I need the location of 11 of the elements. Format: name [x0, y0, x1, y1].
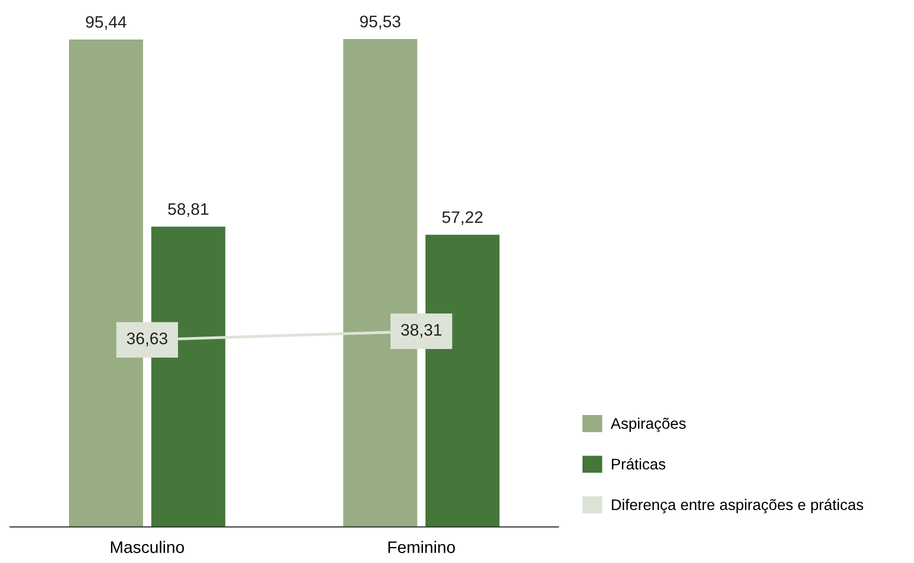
legend-label: Práticas — [612, 458, 666, 470]
data-label: 95,44 — [86, 16, 126, 30]
data-label: 95,53 — [360, 16, 400, 30]
data-label: 38,31 — [401, 324, 442, 338]
x-tick-label: Masculino — [111, 540, 184, 554]
data-label: 57,22 — [442, 211, 483, 226]
legend-label: Aspirações — [610, 418, 686, 432]
x-tick-label: Feminino — [388, 540, 455, 554]
legend-label: Diferença entre aspirações e práticas — [612, 498, 864, 514]
data-label: 36,63 — [126, 332, 168, 346]
data-label: 58,81 — [168, 203, 208, 217]
